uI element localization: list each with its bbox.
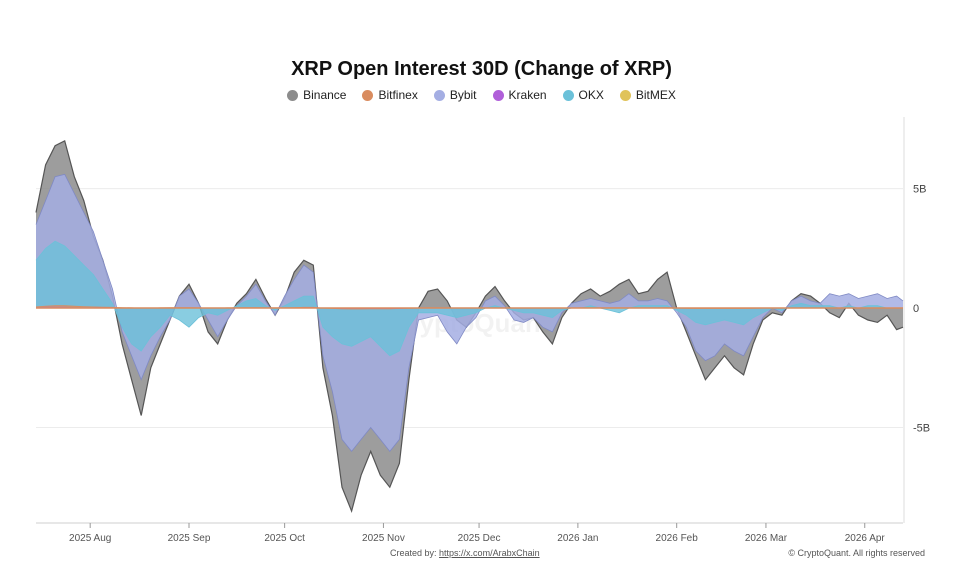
legend-item-bybit[interactable]: Bybit	[433, 88, 477, 102]
chart-title: XRP Open Interest 30D (Change of XRP)	[291, 58, 672, 80]
x-tick-label: 2026 Apr	[845, 533, 886, 544]
legend-item-bitmex[interactable]: BitMEX	[619, 88, 676, 102]
created-by-footer: Created by: https://x.com/ArabxChain	[390, 548, 540, 558]
legend-item-binance[interactable]: Binance	[287, 88, 346, 102]
x-tick-label: 2026 Feb	[656, 533, 699, 544]
legend-swatch-okx	[562, 89, 574, 101]
legend-label-bitfinex: Bitfinex	[378, 88, 418, 102]
line-bybit	[35, 173, 904, 453]
legend-item-bitfinex[interactable]: Bitfinex	[362, 88, 418, 102]
created-by-label: Created by:	[390, 548, 437, 558]
x-tick-label: 2025 Nov	[362, 533, 405, 544]
legend-label-binance: Binance	[303, 88, 347, 102]
legend-label-okx: OKX	[578, 88, 604, 102]
legend-item-kraken[interactable]: Kraken	[492, 88, 547, 102]
x-tick-label: 2025 Dec	[458, 533, 501, 544]
x-tick-label: 2025 Oct	[264, 533, 305, 544]
copyright-footer: © CryptoQuant. All rights reserved	[788, 548, 925, 558]
legend-swatch-binance	[287, 89, 299, 101]
y-tick-label: 0	[913, 303, 919, 315]
legend-swatch-kraken	[492, 89, 504, 101]
legend-swatch-bitfinex	[362, 89, 374, 101]
legend-swatch-bitmex	[619, 89, 631, 101]
y-tick-label: 5B	[913, 184, 926, 196]
x-tick-label: 2026 Jan	[557, 533, 598, 544]
legend-swatch-bybit	[433, 89, 445, 101]
created-by-link[interactable]: https://x.com/ArabxChain	[439, 548, 540, 558]
x-tick-label: 2026 Mar	[745, 533, 788, 544]
legend-label-bitmex: BitMEX	[635, 88, 676, 102]
line-okx	[35, 240, 903, 357]
legend-label-bybit: Bybit	[449, 88, 477, 102]
legend-item-okx[interactable]: OKX	[562, 88, 604, 102]
y-tick-label: -5B	[913, 422, 930, 434]
legend-label-kraken: Kraken	[508, 88, 547, 102]
area-okx	[36, 241, 903, 356]
x-tick-label: 2025 Sep	[168, 533, 211, 544]
chart-legend: Binance Bitfinex Bybit Kraken OKX BitMEX	[0, 88, 963, 102]
x-tick-label: 2025 Aug	[69, 533, 111, 544]
